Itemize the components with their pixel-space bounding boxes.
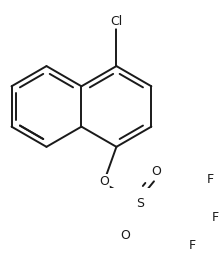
- Text: Cl: Cl: [110, 15, 123, 28]
- Text: F: F: [211, 212, 218, 224]
- Text: S: S: [137, 197, 145, 210]
- Text: O: O: [120, 229, 130, 242]
- Text: F: F: [189, 238, 196, 252]
- Text: O: O: [151, 165, 161, 178]
- Text: O: O: [99, 175, 109, 188]
- Text: F: F: [207, 173, 214, 186]
